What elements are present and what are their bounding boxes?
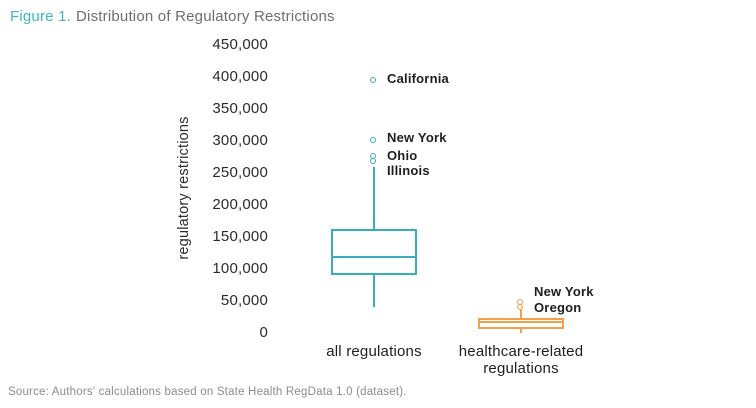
y-axis-tick-label: 50,000 [220, 292, 268, 309]
outlier-state-label: New York [387, 129, 447, 145]
y-axis-tick-label: 250,000 [212, 164, 268, 181]
outlier-state-label: New York [534, 283, 594, 299]
figure-title: Figure 1. Distribution of Regulatory Rest… [10, 8, 335, 25]
source-note: Source: Authors' calculations based on S… [8, 386, 407, 398]
outlier-dot [517, 303, 523, 310]
y-axis-tick-label: 400,000 [212, 68, 268, 85]
x-category-label: all regulations [326, 343, 422, 360]
median-line [478, 321, 564, 324]
figure-number-label: Figure 1. [10, 8, 71, 25]
outlier-dot [370, 136, 376, 143]
whisker-upper [373, 166, 375, 230]
y-axis-tick-label: 450,000 [212, 36, 268, 53]
y-axis-tick-label: 300,000 [212, 132, 268, 149]
y-axis-tick-label: 100,000 [212, 260, 268, 277]
box-iqr [331, 229, 417, 275]
x-category-label: regulations [483, 360, 559, 377]
outlier-state-label: California [387, 71, 449, 87]
whisker-lower [520, 328, 522, 333]
figure-title-text: Distribution of Regulatory Restrictions [76, 8, 335, 25]
y-axis-tick-label: 0 [259, 324, 268, 341]
whisker-lower [373, 274, 375, 308]
y-axis-tick-label: 150,000 [212, 228, 268, 245]
whisker-upper [520, 309, 522, 318]
outlier-dot [370, 152, 376, 159]
y-axis-tick-label: 350,000 [212, 100, 268, 117]
median-line [331, 256, 417, 259]
outlier-state-label: Illinois [387, 163, 430, 179]
outlier-dot [370, 158, 376, 165]
y-axis-title: regulatory restrictions [176, 116, 192, 260]
outlier-dot [370, 77, 376, 84]
x-category-label: healthcare-related [458, 343, 584, 360]
y-axis-tick-label: 200,000 [212, 196, 268, 213]
outlier-state-label: Ohio [387, 147, 418, 163]
outlier-state-label: Oregon [534, 299, 582, 315]
